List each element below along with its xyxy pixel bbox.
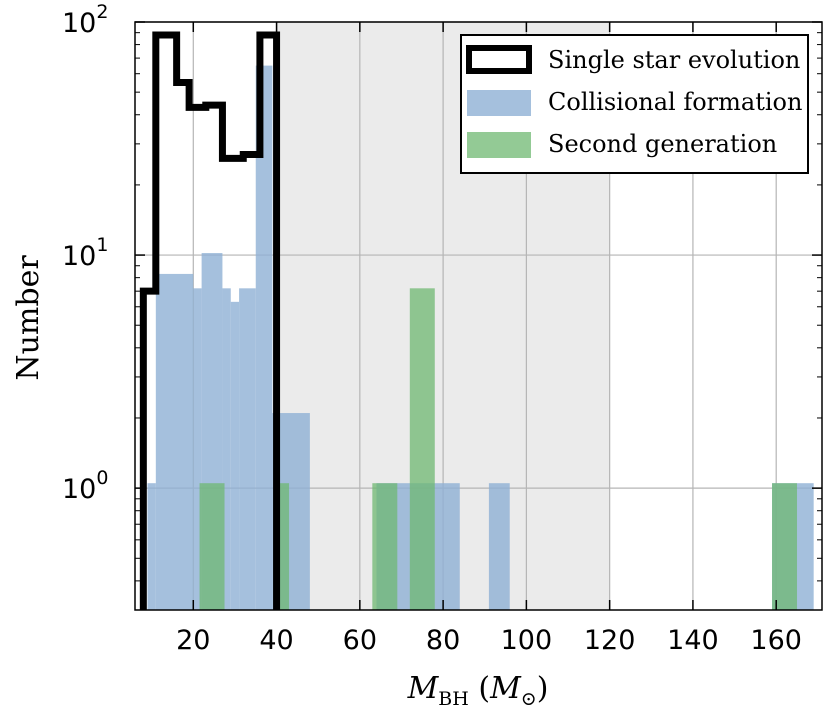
histogram-bars xyxy=(147,65,814,610)
legend-swatch-second-generation xyxy=(467,132,531,158)
bar-collisional-formation-5 xyxy=(230,301,240,610)
x-tick-label-20: 20 xyxy=(176,625,210,656)
bar-collisional-formation-7 xyxy=(255,65,273,610)
y-tick-labels: 100 101 102 xyxy=(62,1,108,505)
axis-ticks xyxy=(135,21,822,611)
bar-second-generation-4 xyxy=(772,483,798,610)
y-tick-label-10: 101 xyxy=(62,234,108,272)
legend-label-collisional: Collisional formation xyxy=(548,88,802,116)
bar-collisional-formation-6 xyxy=(239,288,256,610)
bar-second-generation-3 xyxy=(409,288,435,610)
legend: Single star evolution Collisional format… xyxy=(460,34,809,174)
legend-swatch-collisional xyxy=(467,90,531,116)
legend-label-single-star: Single star evolution xyxy=(548,46,800,74)
x-tick-label-120: 120 xyxy=(584,625,636,656)
bar-collisional-formation-4 xyxy=(222,288,231,610)
x-tick-label-40: 40 xyxy=(259,625,293,656)
bar-collisional-formation-1 xyxy=(155,273,194,610)
plot-frame xyxy=(134,21,823,611)
x-tick-labels: 20 40 60 80 100 120 140 160 xyxy=(176,625,802,656)
bar-collisional-formation-10 xyxy=(488,483,510,610)
y-tick-label-1: 100 xyxy=(62,467,108,505)
y-tick-label-100: 102 xyxy=(62,1,108,39)
bar-second-generation-0 xyxy=(199,483,225,610)
legend-label-second-generation: Second generation xyxy=(548,130,777,158)
x-tick-label-100: 100 xyxy=(501,625,553,656)
bar-collisional-formation-0 xyxy=(147,483,156,610)
single-star-outline xyxy=(139,31,281,610)
x-tick-label-140: 140 xyxy=(667,625,719,656)
bar-collisional-formation-2 xyxy=(193,288,202,610)
single-star-evolution-step xyxy=(139,31,281,610)
x-axis-title: MBH (M⊙) xyxy=(407,671,549,709)
x-tick-label-80: 80 xyxy=(426,625,460,656)
x-tick-label-60: 60 xyxy=(343,625,377,656)
legend-swatch-single-star xyxy=(466,45,532,74)
y-axis-title: Number xyxy=(11,255,46,381)
bar-second-generation-2 xyxy=(372,483,398,610)
x-tick-label-160: 160 xyxy=(750,625,802,656)
